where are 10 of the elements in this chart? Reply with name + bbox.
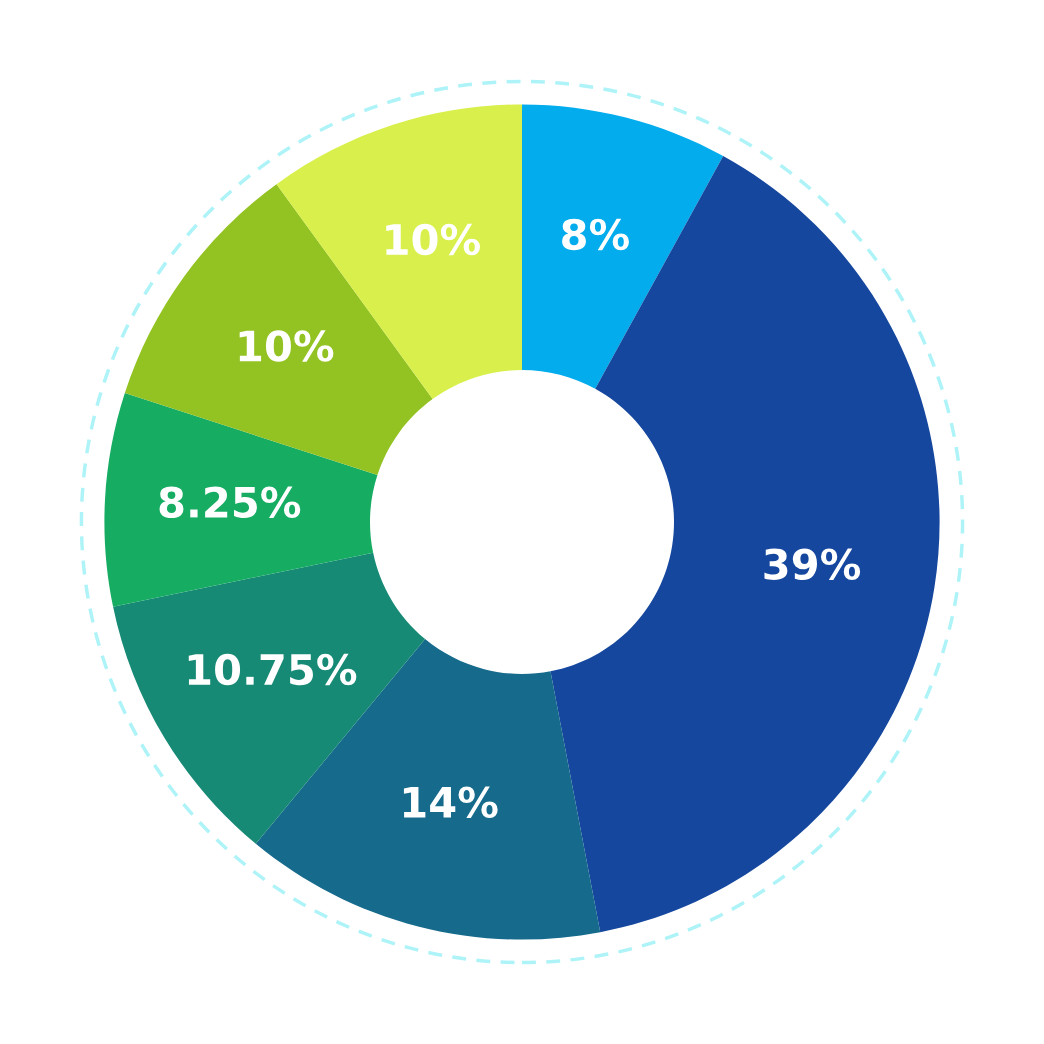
data-label: 10% xyxy=(386,223,480,256)
data-label: 14% xyxy=(403,786,498,819)
donut-slice xyxy=(104,392,378,607)
donut-slice xyxy=(550,156,940,933)
data-label: 10% xyxy=(239,330,334,362)
data-label: 10.75% xyxy=(188,653,357,686)
data-label: 39% xyxy=(764,548,861,580)
data-label: 8.25% xyxy=(159,486,301,518)
data-label: 8% xyxy=(562,218,629,251)
donut-slice xyxy=(522,104,724,389)
